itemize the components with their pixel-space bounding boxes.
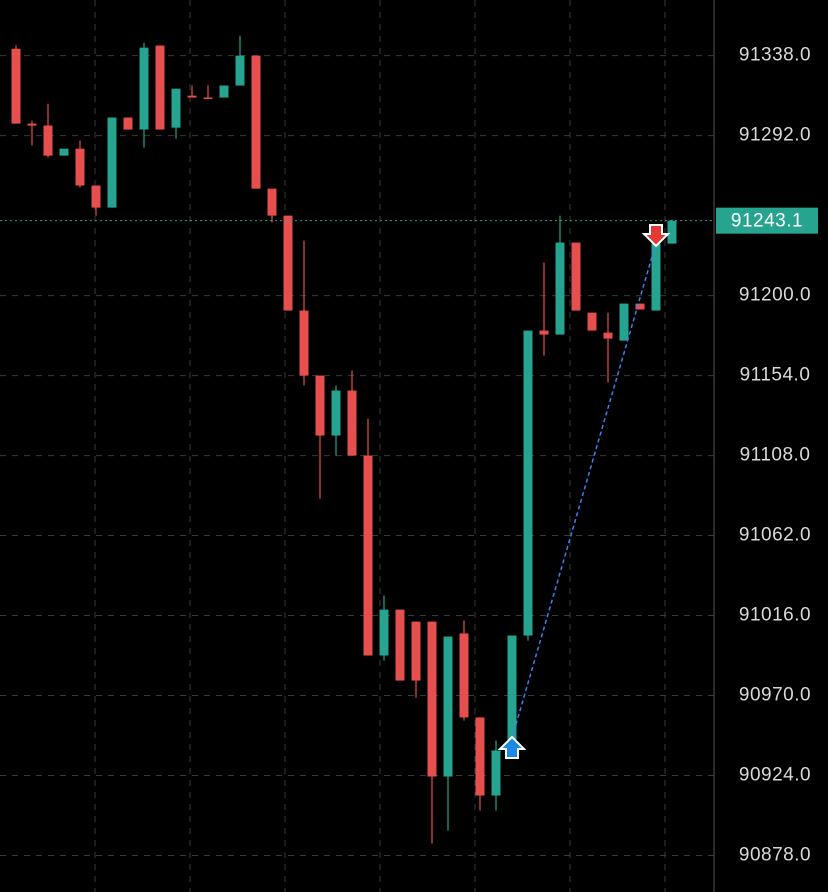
- candle-body: [331, 390, 341, 436]
- candle-body: [395, 609, 405, 681]
- candle-body: [315, 375, 325, 436]
- candle-body: [59, 148, 69, 156]
- y-tick-label: 91062.0: [739, 525, 811, 546]
- candle-body: [235, 55, 245, 86]
- vertical-grid: [94, 0, 666, 892]
- candle-body: [379, 609, 389, 656]
- candle-body: [11, 48, 21, 124]
- candle-body: [651, 243, 661, 311]
- y-tick-label: 90924.0: [739, 765, 811, 786]
- current-price-label: 91243.1: [731, 211, 803, 232]
- candle-body: [75, 148, 85, 186]
- candle-body: [619, 303, 629, 341]
- candle-body: [299, 310, 309, 376]
- candle-body: [667, 220, 677, 244]
- candle-body: [107, 117, 117, 208]
- candle-body: [443, 636, 453, 777]
- candle-body: [27, 123, 37, 126]
- sell-arrow: [641, 224, 671, 248]
- y-tick-label: 91154.0: [740, 365, 811, 386]
- candle-body: [507, 635, 517, 751]
- candle-body: [203, 97, 213, 100]
- candle-body: [171, 88, 181, 128]
- current-price-box: [716, 207, 818, 234]
- candle-body: [283, 215, 293, 311]
- y-tick-label: 91338.0: [739, 45, 811, 66]
- candle-body: [267, 188, 277, 216]
- candle-body: [411, 621, 421, 681]
- y-tick-label: 90970.0: [739, 685, 811, 706]
- candle-body: [603, 332, 613, 339]
- y-tick-label: 91292.0: [739, 125, 811, 146]
- y-tick-label: 91016.0: [739, 605, 811, 626]
- candle-body: [123, 117, 133, 130]
- trade-line: [511, 242, 657, 739]
- candle-body: [523, 330, 533, 636]
- candle-body: [587, 312, 597, 331]
- candle-body: [363, 455, 373, 656]
- candle-body: [427, 621, 437, 777]
- candle-body: [139, 47, 149, 130]
- candle-body: [155, 45, 165, 130]
- candle-body: [187, 95, 197, 98]
- candle-body: [251, 55, 261, 189]
- candle-body: [555, 242, 565, 335]
- y-tick-label: 91200.0: [739, 285, 811, 306]
- y-tick-label: 90878.0: [739, 845, 811, 866]
- candle-body: [635, 303, 645, 310]
- candle-body: [491, 750, 501, 796]
- y-tick-label: 91108.0: [740, 445, 811, 466]
- candle-body: [475, 717, 485, 796]
- candle-body: [539, 330, 549, 335]
- candle-body: [43, 125, 53, 156]
- buy-arrow: [497, 735, 527, 759]
- candle-body: [91, 185, 101, 208]
- candle-body: [571, 242, 581, 311]
- candle-body: [347, 390, 357, 456]
- candle-body: [219, 85, 229, 98]
- candle-body: [459, 633, 469, 718]
